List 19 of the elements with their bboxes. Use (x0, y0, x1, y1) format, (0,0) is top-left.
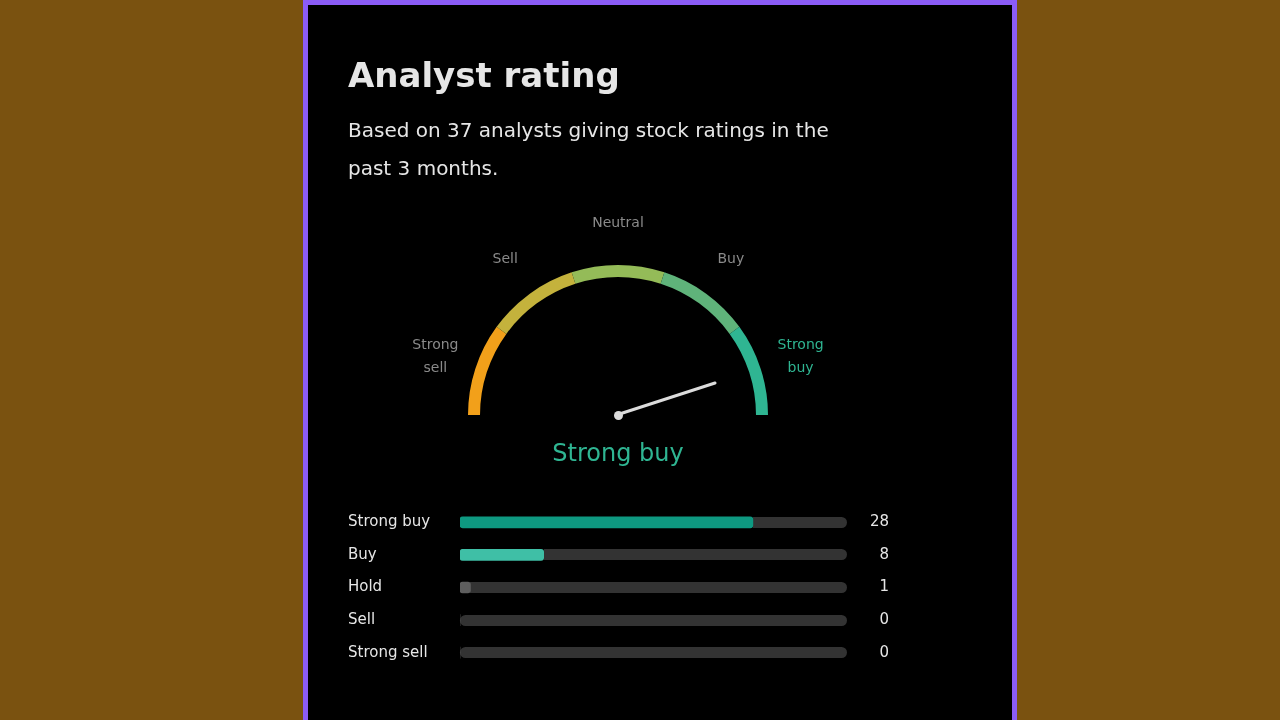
data-label: 8 (879, 544, 889, 563)
y-tick-label: Buy (348, 544, 377, 563)
chart-title: Analyst rating (348, 55, 621, 95)
y-tick-label: Sell (348, 609, 376, 628)
bar (460, 549, 545, 561)
slice-label: Buy (717, 250, 745, 267)
data-label: 0 (879, 642, 889, 661)
slice-label: Sell (492, 250, 518, 267)
y-tick-label: Strong buy (348, 512, 431, 531)
y-tick-label: Strong sell (348, 642, 428, 661)
slice-label: Strong sell (412, 336, 459, 376)
slice-label: Neutral (592, 213, 644, 230)
slice-label: Strong buy (777, 336, 824, 376)
data-label: 28 (869, 512, 889, 531)
data-label: 1 (879, 577, 889, 596)
y-tick-label: Hold (348, 577, 383, 596)
text: Strong buy (551, 439, 685, 467)
data-label: 0 (879, 609, 889, 628)
chart-subtitle: Based on 37 analysts giving stock ratings in the past 3 months. (348, 117, 830, 182)
